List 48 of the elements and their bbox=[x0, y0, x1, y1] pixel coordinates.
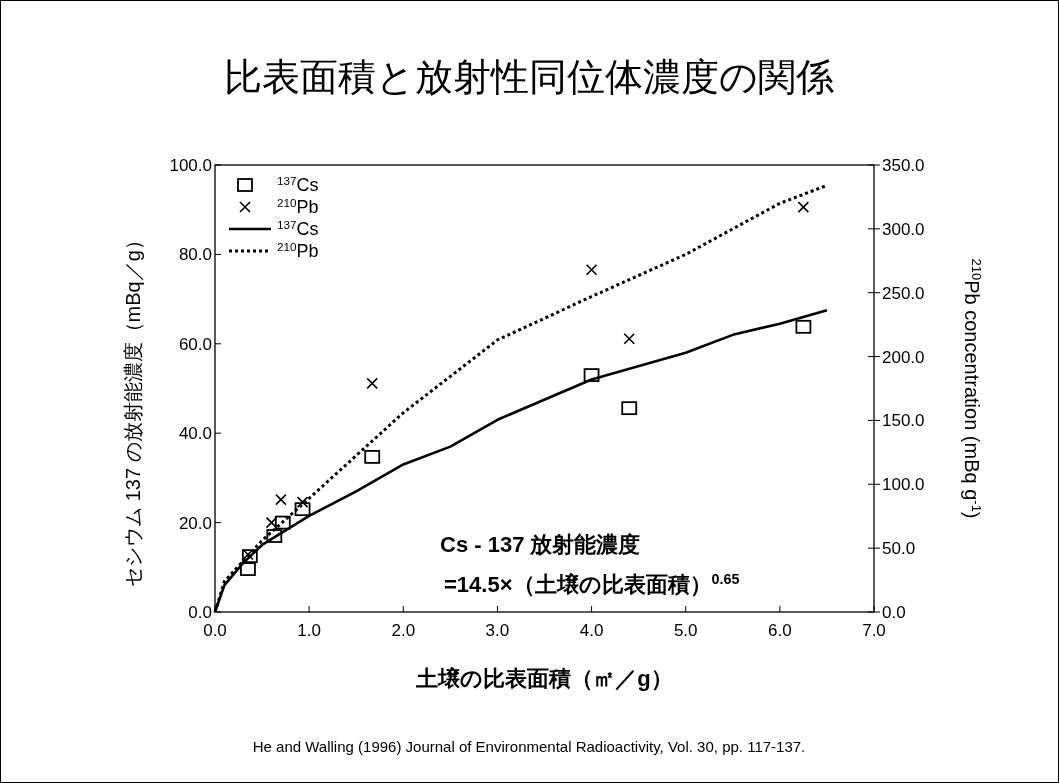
point bbox=[274, 515, 291, 530]
x-tick-label: 4.0 bbox=[579, 621, 604, 640]
point bbox=[364, 449, 381, 464]
y-tick-label: 80.0 bbox=[178, 245, 212, 265]
x-tick-label: 7.0 bbox=[862, 621, 886, 640]
y2-tick-label: 150.0 bbox=[882, 411, 925, 431]
y-tick-label: 20.0 bbox=[178, 513, 212, 533]
x-tick-label: 6.0 bbox=[768, 621, 792, 640]
point bbox=[294, 502, 311, 517]
y2-tick-label: 0.0 bbox=[882, 603, 906, 622]
y2-tick-label: 200.0 bbox=[882, 347, 925, 367]
y2-tick-label: 350.0 bbox=[882, 156, 925, 175]
x-tick-label: 2.0 bbox=[391, 621, 416, 640]
y-tick-label: 40.0 bbox=[178, 424, 212, 444]
x-tick-label: 1.0 bbox=[297, 621, 321, 640]
x-tick-label: 3.0 bbox=[485, 621, 510, 640]
y-tick-label: 100.0 bbox=[169, 156, 212, 175]
point bbox=[623, 332, 636, 345]
point bbox=[797, 201, 810, 213]
point bbox=[795, 319, 812, 334]
x-axis-title: 土壌の比表面積（㎡／g） bbox=[415, 666, 673, 691]
point bbox=[621, 401, 638, 416]
point bbox=[241, 549, 258, 564]
point bbox=[296, 496, 309, 508]
point bbox=[583, 368, 600, 382]
text: He and Walling (1996) Journal of Environmental Radioactivity, Vol. 30, pp. 117-137. bbox=[252, 738, 806, 755]
legend-label: $^{210}$Pb bbox=[277, 239, 319, 261]
x-tick-label: 0.0 bbox=[203, 621, 227, 640]
annotation: =14.5×（土壌の比表面積）$^{0.65}$ bbox=[444, 571, 740, 597]
y2-tick-label: 50.0 bbox=[882, 539, 916, 559]
y-tick-label: 60.0 bbox=[178, 334, 212, 354]
point bbox=[275, 493, 287, 506]
point bbox=[266, 529, 283, 543]
y2-tick-label: 300.0 bbox=[882, 219, 925, 239]
legend-label: $^{137}$Cs bbox=[277, 217, 319, 239]
legend-label: $^{210}$Pb bbox=[277, 195, 319, 217]
y2-tick-label: 100.0 bbox=[882, 475, 925, 495]
point bbox=[585, 263, 598, 276]
chart-title: 比表面積と放射性同位体濃度の関係 bbox=[224, 56, 834, 98]
y-tick-label: 0.0 bbox=[188, 603, 212, 622]
y-axis-title: セシウム 137 の放射能濃度（mBq／g） bbox=[122, 230, 144, 587]
annotation: Cs - 137 放射能濃度 bbox=[440, 532, 641, 557]
y2-tick-label: 250.0 bbox=[882, 283, 925, 303]
point bbox=[242, 548, 254, 561]
x-tick-label: 5.0 bbox=[673, 621, 698, 640]
point bbox=[366, 377, 379, 390]
point bbox=[265, 516, 278, 529]
legend-label: $^{137}$Cs bbox=[277, 173, 319, 195]
